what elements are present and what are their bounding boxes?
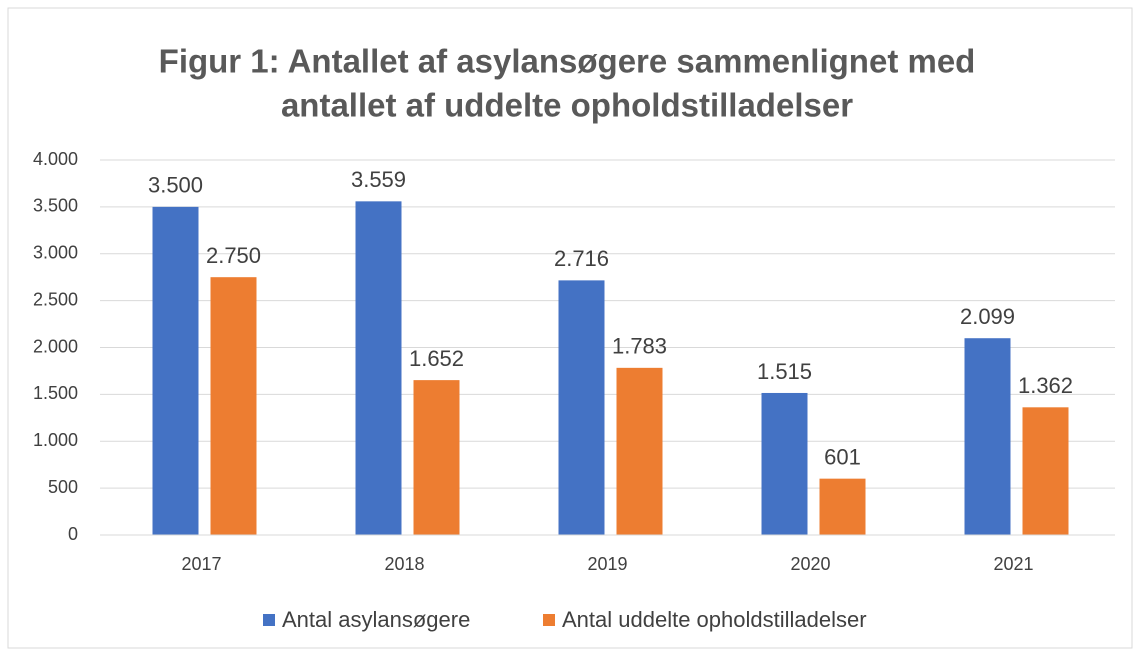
legend-label: Antal asylansøgere — [282, 607, 470, 632]
chart-title: antallet af uddelte opholdstilladelser — [281, 87, 853, 124]
data-label: 1.783 — [612, 334, 667, 359]
y-tick-label: 3.000 — [33, 243, 78, 263]
bar — [355, 201, 402, 535]
legend-swatch — [263, 614, 275, 626]
data-label: 3.500 — [148, 173, 203, 198]
y-tick-label: 3.500 — [33, 196, 78, 216]
y-tick-label: 500 — [48, 477, 78, 497]
data-label: 2.716 — [554, 246, 609, 271]
data-label: 2.750 — [206, 243, 261, 268]
y-tick-label: 2.000 — [33, 336, 78, 356]
bar — [761, 392, 808, 535]
bar — [819, 478, 866, 535]
data-label: 601 — [824, 444, 861, 469]
bar — [558, 280, 605, 535]
bar — [964, 338, 1011, 535]
y-tick-label: 0 — [68, 524, 78, 544]
data-label: 1.515 — [757, 359, 812, 384]
y-tick-label: 2.500 — [33, 289, 78, 309]
legend-swatch — [543, 614, 555, 626]
x-tick-label: 2020 — [790, 554, 830, 574]
y-tick-label: 1.000 — [33, 430, 78, 450]
bar — [413, 380, 460, 535]
x-tick-label: 2017 — [181, 554, 221, 574]
bar — [1022, 407, 1069, 535]
x-tick-label: 2021 — [993, 554, 1033, 574]
legend-label: Antal uddelte opholdstilladelser — [562, 607, 867, 632]
y-tick-label: 4.000 — [33, 149, 78, 169]
data-label: 1.652 — [409, 346, 464, 371]
y-tick-label: 1.500 — [33, 383, 78, 403]
bar — [616, 367, 663, 535]
data-label: 2.099 — [960, 304, 1015, 329]
bar — [210, 277, 257, 535]
x-tick-label: 2018 — [384, 554, 424, 574]
data-label: 3.559 — [351, 167, 406, 192]
bar — [152, 206, 199, 535]
data-label: 1.362 — [1018, 373, 1073, 398]
chart-title: Figur 1: Antallet af asylansøgere sammen… — [159, 43, 976, 80]
x-tick-label: 2019 — [587, 554, 627, 574]
